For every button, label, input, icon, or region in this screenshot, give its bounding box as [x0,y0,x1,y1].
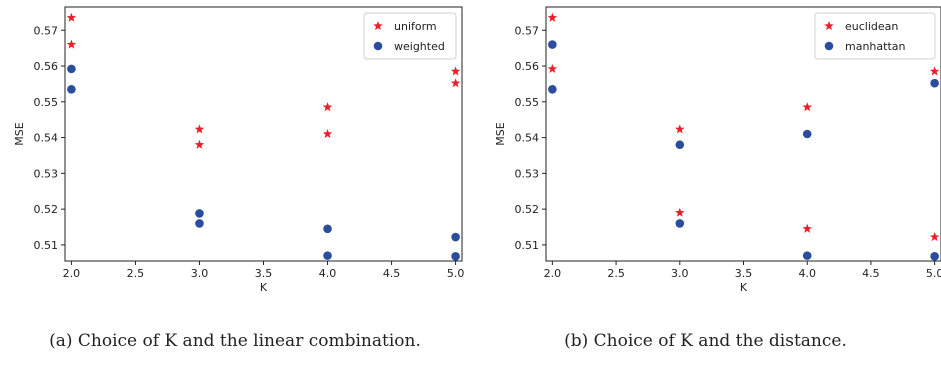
figure-a: 2.0 2.5 3.0 3.5 4.0 4.5 5.0 0.51 0.52 0.53 0.54 0.5… [0,0,470,369]
x-tick-label: 4.5 [862,267,880,280]
data-point-uniform [194,124,205,134]
data-point-uniform [66,12,77,22]
data-point-euclidean [675,207,685,217]
y-tick-label: 0.51 [515,239,540,252]
y-tick-label: 0.57 [34,24,59,37]
legend-label-euclidean: euclidean [845,20,898,33]
x-tick-label: 4.5 [383,267,401,280]
data-point-manhattan [802,129,812,139]
x-tick-label: 5.0 [926,267,941,280]
data-point-uniform [450,66,461,76]
y-axis-label: MSE [13,122,26,145]
y-tick-label: 0.54 [515,132,540,145]
data-point-manhattan [930,252,939,261]
y-tick-label: 0.57 [515,24,540,37]
x-axis-label: K [260,281,268,294]
x-tick-label: 3.5 [735,267,753,280]
data-point-euclidean [929,66,940,76]
figure-b: 2.0 2.5 3.0 3.5 4.0 4.5 5.0 0.51 0.52 0.53 0.54 0.5… [470,0,941,369]
x-tick-label: 4.0 [798,267,816,280]
x-tick-label: 5.0 [447,267,465,280]
x-axis-label: K [740,281,748,294]
y-axis-label: MSE [494,122,507,145]
data-point-euclidean [802,223,812,233]
legend: uniform weighted [363,12,457,60]
data-point-weighted [323,251,332,260]
data-point-euclidean [929,232,940,242]
y-tick-label: 0.54 [34,132,59,145]
scatter-chart-b: 2.0 2.5 3.0 3.5 4.0 4.5 5.0 0.51 0.52 0.53 0.54 0.5… [494,6,941,294]
y-tick-label: 0.56 [515,60,540,73]
y-tick-label: 0.56 [34,60,59,73]
legend-marker-manhattan [824,41,834,51]
legend-box [814,12,936,60]
scatter-chart-a: 2.0 2.5 3.0 3.5 4.0 4.5 5.0 0.51 0.52 0.53 0.54 0.5… [13,6,465,294]
data-point-weighted [195,209,204,218]
caption-a: (a) Choice of K and the linear combinati… [49,331,421,351]
data-point-manhattan [675,219,685,228]
x-tick-label: 3.5 [255,267,273,280]
data-point-weighted [323,224,332,234]
data-point-weighted [195,219,204,228]
data-point-euclidean [547,63,558,73]
y-tick-label: 0.52 [34,203,59,216]
data-point-euclidean [675,124,685,134]
x-tick-label: 2.0 [544,267,562,280]
x-tick-label: 2.5 [607,267,625,280]
legend-label-uniform: uniform [394,20,437,33]
data-point-uniform [322,102,333,112]
data-point-uniform [322,129,333,139]
x-tick-label: 2.0 [63,267,81,280]
legend-marker-uniform [373,21,383,31]
data-point-euclidean [802,102,812,112]
x-tick-label: 3.0 [191,267,209,280]
legend-marker-euclidean [824,21,834,31]
caption-b: (b) Choice of K and the distance. [564,331,847,351]
y-tick-label: 0.55 [34,96,59,109]
data-point-weighted [67,64,76,74]
y-tick-label: 0.53 [34,167,59,180]
data-point-uniform [194,139,205,149]
data-point-manhattan [930,78,939,88]
legend-box [363,12,457,60]
legend: euclidean manhattan [814,12,936,60]
data-point-euclidean [547,12,558,22]
data-point-uniform [450,78,461,88]
data-point-uniform [66,39,77,49]
legend-marker-weighted [373,41,383,51]
data-point-weighted [451,232,460,242]
y-tick-label: 0.52 [515,203,540,216]
data-point-manhattan [675,140,685,150]
data-point-manhattan [548,84,557,94]
data-point-weighted [451,252,460,261]
y-tick-label: 0.55 [515,96,540,109]
y-tick-label: 0.51 [34,239,59,252]
x-tick-label: 4.0 [319,267,337,280]
data-points [66,12,461,261]
data-point-manhattan [548,40,557,49]
data-point-weighted [67,84,76,94]
x-tick-label: 2.5 [127,267,145,280]
data-points [547,12,940,261]
legend-label-manhattan: manhattan [845,40,906,53]
x-tick-label: 3.0 [671,267,689,280]
y-tick-label: 0.53 [515,167,540,180]
data-point-manhattan [802,251,812,260]
legend-label-weighted: weighted [394,40,445,53]
